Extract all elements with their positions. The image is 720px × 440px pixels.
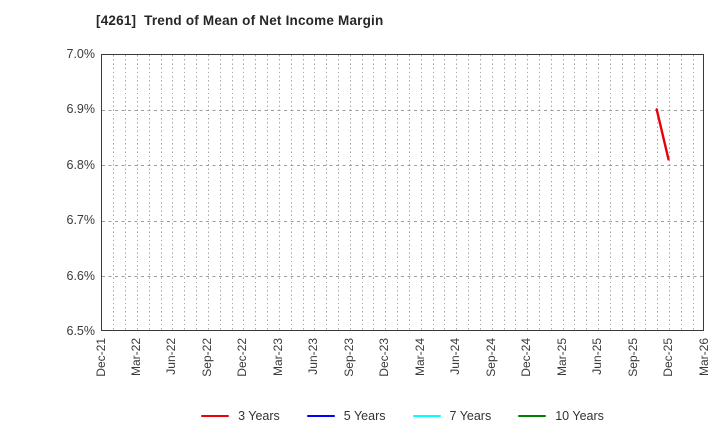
vertical-gridline <box>444 55 446 330</box>
vertical-gridline <box>267 55 269 330</box>
x-tick-label: Mar-25 <box>554 338 569 377</box>
vertical-gridline <box>136 55 138 330</box>
vertical-gridline <box>349 55 351 330</box>
legend-swatch <box>201 414 230 418</box>
vertical-gridline <box>160 55 162 330</box>
vertical-gridline <box>207 55 209 330</box>
horizontal-gridline <box>102 220 703 222</box>
x-tick-label: Sep-25 <box>625 338 640 377</box>
x-tick-label: Jun-23 <box>306 338 321 375</box>
vertical-gridline <box>397 55 399 330</box>
legend: 3 Years 5 Years 7 Years 10 Years <box>101 402 704 430</box>
x-tick-label: Jun-25 <box>590 338 605 375</box>
vertical-gridline <box>408 55 410 330</box>
vertical-gridline <box>574 55 576 330</box>
legend-item-3-years: 3 Years <box>201 409 280 423</box>
vertical-gridline <box>479 55 481 330</box>
vertical-gridline <box>243 55 245 330</box>
x-tick-label: Mar-22 <box>128 338 143 377</box>
y-tick-label: 6.6% <box>66 268 96 283</box>
vertical-gridline <box>184 55 186 330</box>
vertical-gridline <box>609 55 611 330</box>
vertical-gridline <box>503 55 505 330</box>
vertical-gridline <box>302 55 304 330</box>
x-tick-label: Mar-23 <box>270 338 285 377</box>
vertical-gridline <box>633 55 635 330</box>
y-tick-label: 6.7% <box>66 213 96 228</box>
vertical-gridline <box>113 55 115 330</box>
vertical-gridline <box>314 55 316 330</box>
chart-title: [4261] Trend of Mean of Net Income Margi… <box>96 13 384 28</box>
vertical-gridline <box>515 55 517 330</box>
x-tick-label: Jun-22 <box>164 338 179 375</box>
vertical-gridline <box>326 55 328 330</box>
y-tick-label: 6.5% <box>66 324 96 338</box>
vertical-gridline <box>337 55 339 330</box>
x-tick-label: Dec-24 <box>519 338 534 377</box>
x-tick-label: Jun-24 <box>448 338 463 375</box>
horizontal-gridline <box>102 165 703 167</box>
vertical-gridline <box>527 55 529 330</box>
x-tick-label: Dec-25 <box>661 338 676 377</box>
vertical-gridline <box>657 55 659 330</box>
x-tick-label: Sep-24 <box>483 338 498 377</box>
horizontal-gridline <box>102 109 703 111</box>
vertical-gridline <box>621 55 623 330</box>
x-tick-label: Dec-23 <box>377 338 392 377</box>
vertical-gridline <box>148 55 150 330</box>
x-tick-label: Dec-21 <box>93 338 108 377</box>
vertical-gridline <box>645 55 647 330</box>
y-tick-label: 6.9% <box>66 102 96 117</box>
vertical-gridline <box>669 55 671 330</box>
x-tick-label: Mar-26 <box>696 338 711 377</box>
y-tick-label: 7.0% <box>66 47 96 61</box>
vertical-gridline <box>586 55 588 330</box>
x-tick-label: Mar-24 <box>412 338 427 377</box>
vertical-gridline <box>468 55 470 330</box>
vertical-gridline <box>385 55 387 330</box>
legend-item-10-years: 10 Years <box>518 409 604 423</box>
vertical-gridline <box>172 55 174 330</box>
vertical-gridline <box>231 55 233 330</box>
vertical-gridline <box>550 55 552 330</box>
legend-label: 3 Years <box>238 409 280 423</box>
horizontal-gridline <box>102 276 703 278</box>
vertical-gridline <box>598 55 600 330</box>
vertical-gridline <box>432 55 434 330</box>
legend-swatch <box>306 414 335 418</box>
legend-label: 5 Years <box>343 409 386 423</box>
vertical-gridline <box>562 55 564 330</box>
x-tick-label: Sep-23 <box>341 338 356 377</box>
vertical-gridline <box>290 55 292 330</box>
legend-item-5-years: 5 Years <box>306 409 386 423</box>
y-tick-label: 6.8% <box>66 157 96 172</box>
legend-swatch <box>518 414 547 418</box>
legend-label: 7 Years <box>449 409 492 423</box>
vertical-gridline <box>692 55 694 330</box>
vertical-gridline <box>456 55 458 330</box>
vertical-gridline <box>125 55 127 330</box>
legend-label: 10 Years <box>555 409 604 423</box>
vertical-gridline <box>196 55 198 330</box>
legend-swatch <box>412 414 441 418</box>
vertical-gridline <box>373 55 375 330</box>
vertical-gridline <box>420 55 422 330</box>
vertical-gridline <box>219 55 221 330</box>
x-tick-label: Dec-22 <box>235 338 250 377</box>
x-tick-label: Sep-22 <box>199 338 214 377</box>
vertical-gridline <box>491 55 493 330</box>
plot-area <box>101 54 704 331</box>
vertical-gridline <box>255 55 257 330</box>
vertical-gridline <box>680 55 682 330</box>
legend-item-7-years: 7 Years <box>412 409 492 423</box>
vertical-gridline <box>361 55 363 330</box>
vertical-gridline <box>538 55 540 330</box>
vertical-gridline <box>278 55 280 330</box>
